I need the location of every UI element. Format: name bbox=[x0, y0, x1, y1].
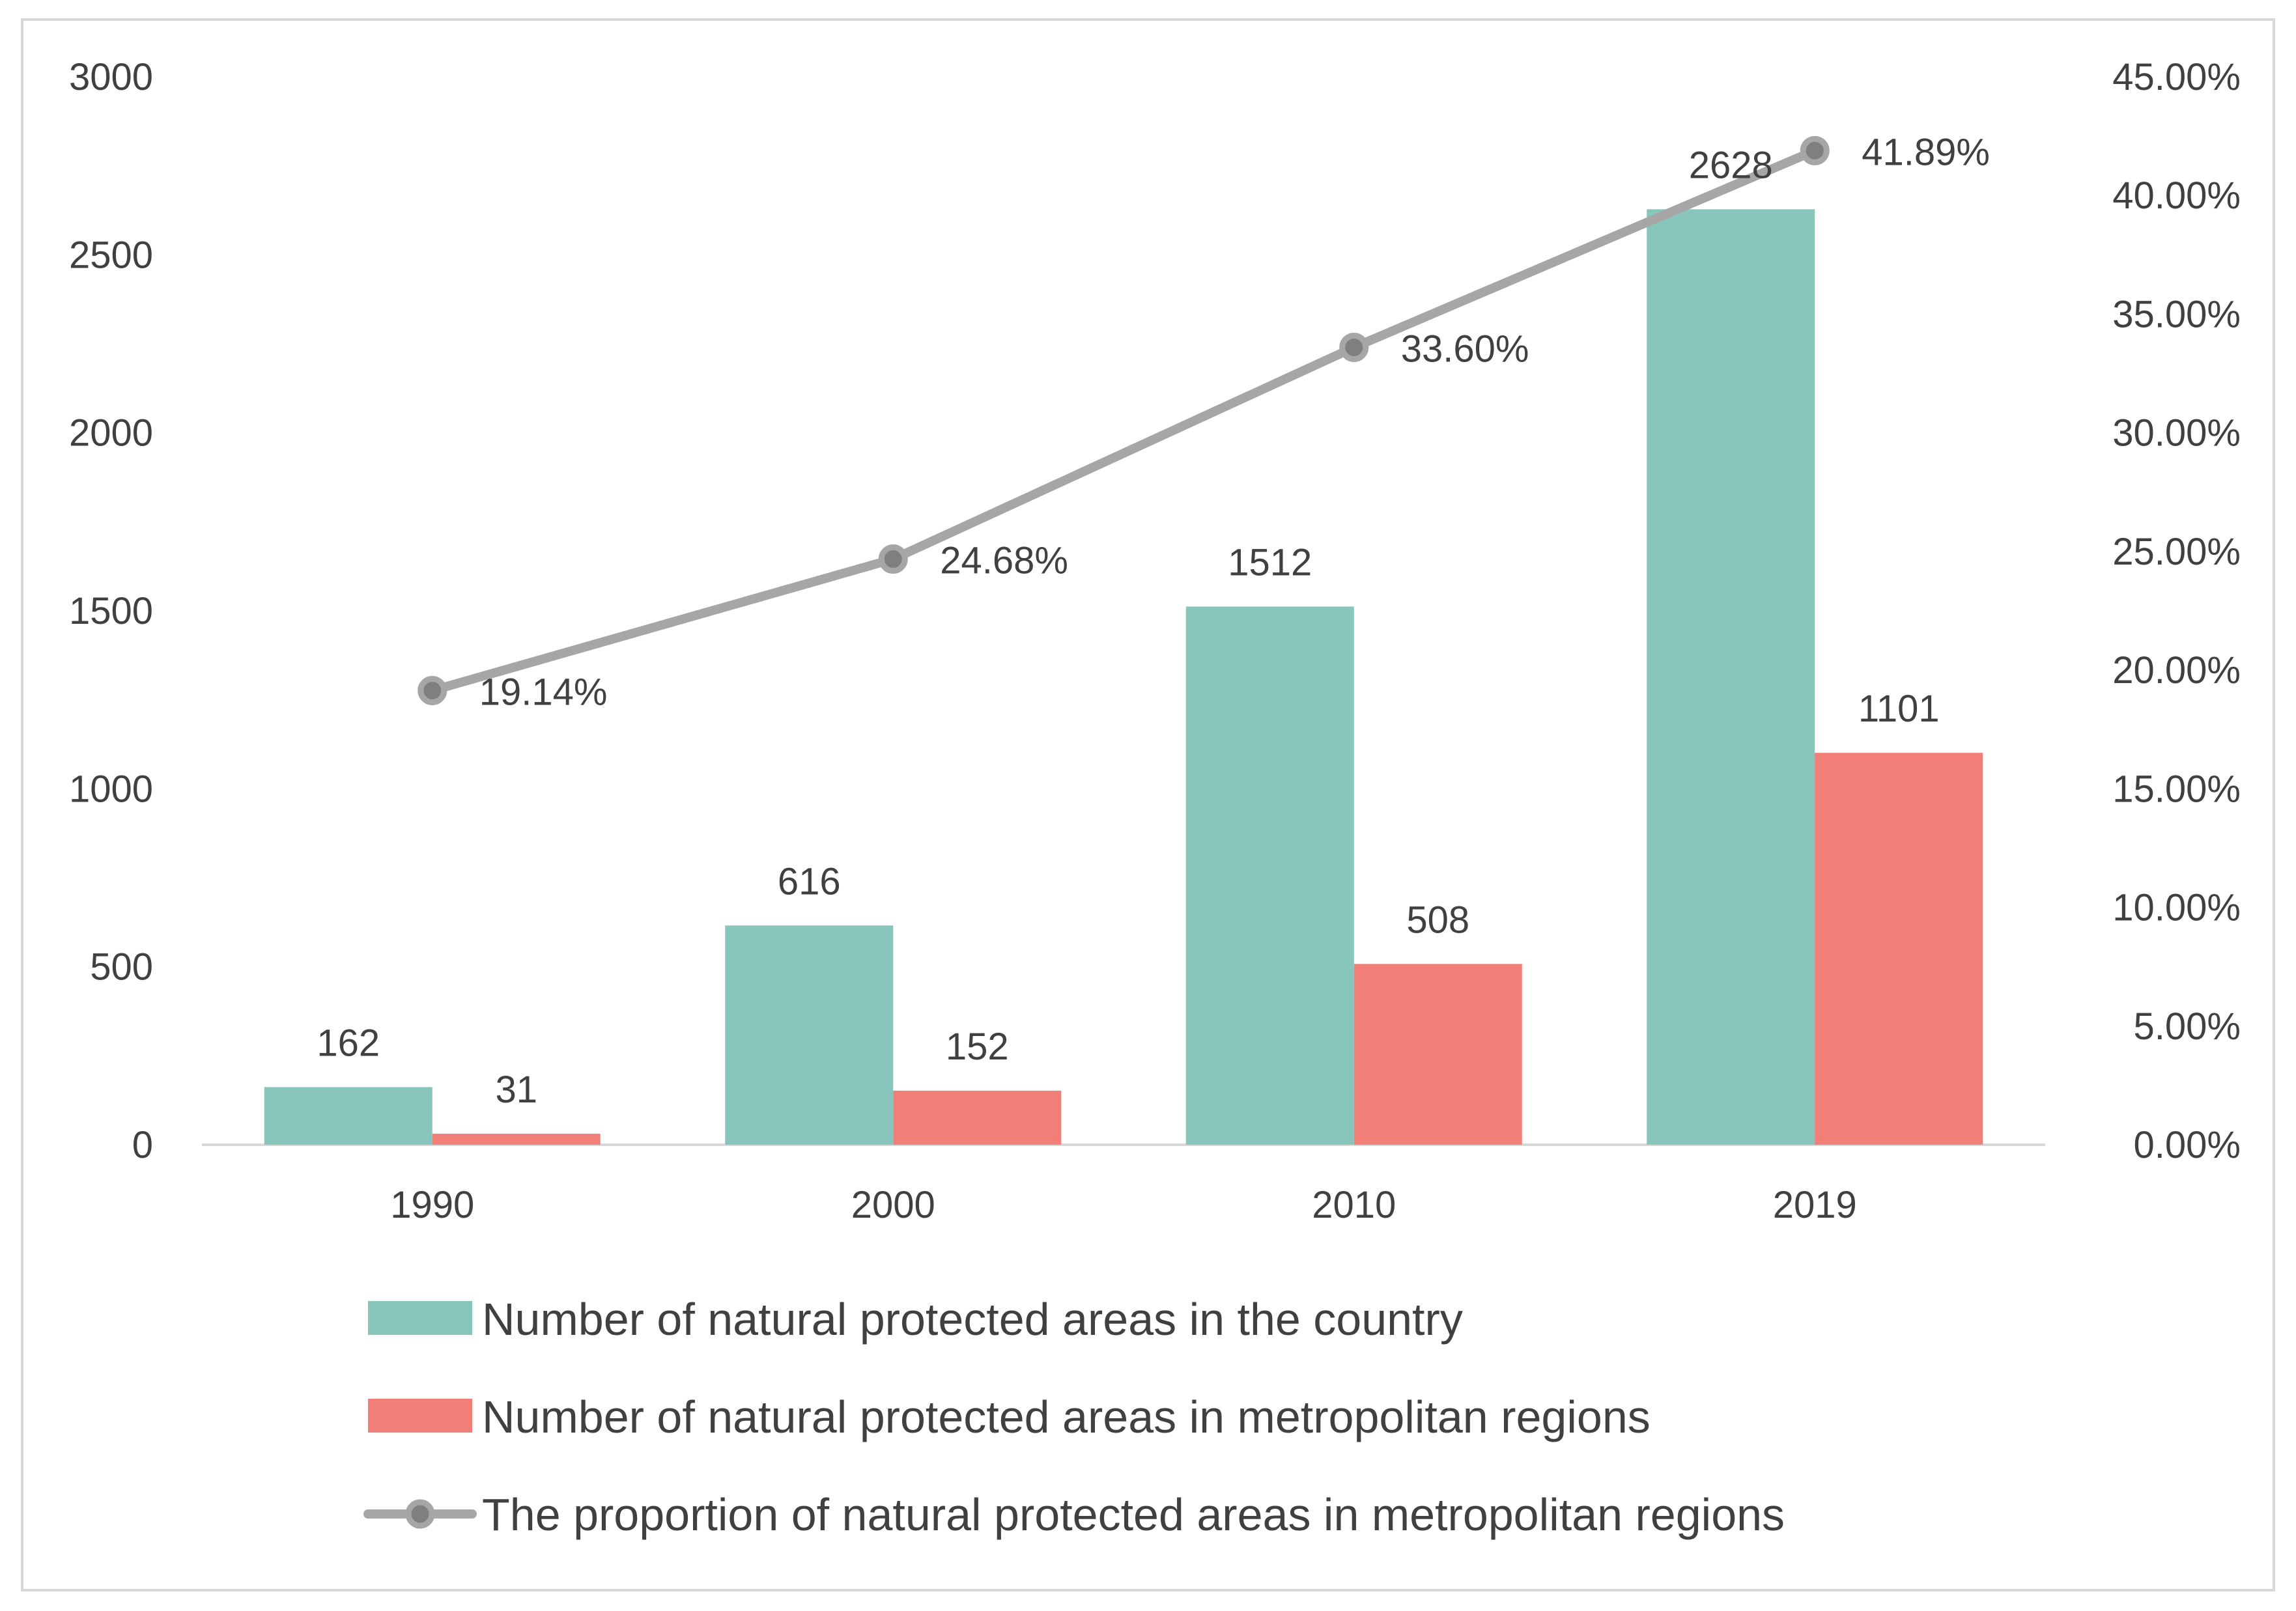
bar-data-label: 1101 bbox=[1858, 688, 1940, 730]
legend-label: Number of natural protected areas in met… bbox=[482, 1392, 1651, 1442]
left-axis-tick-label: 3000 bbox=[69, 56, 153, 98]
left-axis-tick-label: 0 bbox=[132, 1124, 153, 1166]
left-axis-tick-label: 1000 bbox=[69, 768, 153, 810]
x-axis-tick-label: 2000 bbox=[851, 1184, 935, 1226]
bar-country bbox=[725, 925, 894, 1145]
right-axis-tick-label: 25.00% bbox=[2112, 531, 2241, 573]
right-axis-tick-label: 35.00% bbox=[2112, 293, 2241, 335]
right-axis-tick-label: 20.00% bbox=[2112, 649, 2241, 692]
plot-area: 0 500 1000 1500 2000 2500 3000 0.00% 5.00% 10.00%… bbox=[69, 56, 2241, 1226]
legend-label: Number of natural protected areas in the… bbox=[482, 1294, 1463, 1345]
proportion-point bbox=[1339, 332, 1369, 362]
right-axis-tick-label: 5.00% bbox=[2134, 1005, 2241, 1048]
bar-data-label: 152 bbox=[946, 1026, 1009, 1068]
legend-label: The proportion of natural protected area… bbox=[482, 1489, 1785, 1540]
bar-data-label: 2628 bbox=[1689, 144, 1773, 186]
x-axis-tick-label: 1990 bbox=[390, 1184, 474, 1226]
bar-metropolitan bbox=[1354, 964, 1522, 1145]
x-axis-tick-label: 2019 bbox=[1773, 1184, 1857, 1226]
left-axis-tick-label: 2000 bbox=[69, 412, 153, 455]
right-axis-tick-label: 15.00% bbox=[2112, 768, 2241, 810]
left-axis-tick-label: 500 bbox=[90, 946, 153, 988]
left-axis-tick-label: 1500 bbox=[69, 590, 153, 632]
right-axis-tick-label: 30.00% bbox=[2112, 412, 2241, 455]
right-axis-tick-label: 40.00% bbox=[2112, 175, 2241, 217]
proportion-point bbox=[1800, 135, 1830, 165]
proportion-line bbox=[427, 146, 1820, 695]
legend-marker bbox=[405, 1499, 435, 1529]
bar-metropolitan bbox=[1815, 753, 1983, 1145]
bar-data-label: 31 bbox=[495, 1069, 537, 1111]
bar-data-label: 1512 bbox=[1228, 541, 1312, 583]
proportion-data-label: 41.89% bbox=[1862, 131, 1990, 173]
proportion-data-label: 24.68% bbox=[940, 540, 1068, 582]
right-axis-tick-label: 45.00% bbox=[2112, 56, 2241, 98]
x-axis-tick-label: 2010 bbox=[1312, 1184, 1396, 1226]
proportion-point bbox=[878, 544, 908, 574]
legend-swatch bbox=[368, 1399, 472, 1433]
proportion-point bbox=[418, 675, 447, 705]
legend-swatch bbox=[368, 1301, 472, 1335]
bar-metropolitan bbox=[432, 1134, 601, 1145]
right-axis-tick-label: 10.00% bbox=[2112, 887, 2241, 929]
bar-data-label: 162 bbox=[317, 1022, 380, 1064]
bar-data-label: 508 bbox=[1406, 899, 1469, 941]
bar-country bbox=[1647, 209, 1815, 1145]
right-axis-tick-label: 0.00% bbox=[2134, 1124, 2241, 1166]
proportion-data-label: 33.60% bbox=[1401, 328, 1529, 370]
bar-data-label: 616 bbox=[778, 860, 841, 903]
left-axis-tick-label: 2500 bbox=[69, 234, 153, 276]
bar-country bbox=[1185, 606, 1354, 1145]
bar-metropolitan bbox=[893, 1090, 1062, 1145]
legend: Number of natural protected areas in the… bbox=[363, 1294, 1785, 1540]
proportion-data-label: 19.14% bbox=[479, 671, 608, 713]
bar-country bbox=[264, 1087, 432, 1145]
